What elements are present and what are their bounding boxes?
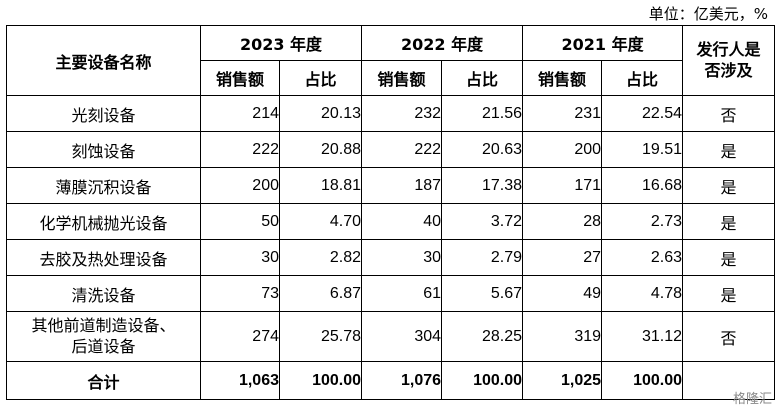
total-issuer-involved [682,361,776,400]
equipment-sales-table: 主要设备名称 2023 年度 2022 年度 2021 年度 发行人是否涉及 销… [6,25,776,400]
table-row: 光刻设备 214 20.13 232 21.56 231 22.54 否 [6,95,776,132]
table-row: 清洗设备 73 6.87 61 5.67 49 4.78 是 [6,275,776,312]
header-sales-2022: 销售额 [361,60,443,96]
issuer-involved: 否 [682,311,776,362]
header-share-2023: 占比 [278,60,363,96]
equipment-name: 光刻设备 [6,95,201,132]
header-share-2022: 占比 [441,60,524,96]
table-row: 化学机械抛光设备 50 4.70 40 3.72 28 2.73 是 [6,203,776,240]
total-row: 合计 1,063 100.00 1,076 100.00 1,025 100.0… [6,361,776,400]
equipment-name: 刻蚀设备 [6,131,201,168]
header-sales-2023: 销售额 [200,60,280,96]
share-2022: 2.79 [441,239,524,276]
share-2023: 4.70 [278,203,363,240]
issuer-involved: 是 [682,167,776,204]
sales-2021: 28 [522,203,603,240]
header-sales-2021: 销售额 [522,60,603,96]
header-share-2021: 占比 [601,60,684,96]
table-row: 薄膜沉积设备 200 18.81 187 17.38 171 16.68 是 [6,167,776,204]
sales-2021: 319 [522,311,603,362]
sales-2021: 27 [522,239,603,276]
equipment-name: 薄膜沉积设备 [6,167,201,204]
sales-2021: 200 [522,131,603,168]
sales-2022: 232 [361,95,443,132]
watermark-logo: 格隆汇 [732,392,772,407]
total-share-2021: 100.00 [601,361,684,400]
header-equipment-name: 主要设备名称 [6,25,201,96]
header-year-2021: 2021 年度 [522,25,684,61]
share-2022: 5.67 [441,275,524,312]
sales-2022: 30 [361,239,443,276]
header-year-2022: 2022 年度 [361,25,524,61]
share-2022: 17.38 [441,167,524,204]
header-issuer-involved: 发行人是否涉及 [682,25,776,96]
total-share-2023: 100.00 [278,361,363,400]
share-2023: 18.81 [278,167,363,204]
share-2023: 20.13 [278,95,363,132]
share-2023: 2.82 [278,239,363,276]
share-2021: 2.63 [601,239,684,276]
sales-2021: 231 [522,95,603,132]
sales-2023: 214 [200,95,280,132]
issuer-involved: 是 [682,275,776,312]
issuer-involved: 是 [682,203,776,240]
sales-2023: 222 [200,131,280,168]
total-label: 合计 [6,361,201,400]
share-2021: 16.68 [601,167,684,204]
share-2022: 28.25 [441,311,524,362]
equipment-name: 其他前道制造设备、后道设备 [6,311,201,362]
sales-2023: 73 [200,275,280,312]
equipment-name: 清洗设备 [6,275,201,312]
sales-2023: 50 [200,203,280,240]
sales-2021: 49 [522,275,603,312]
equipment-name: 去胶及热处理设备 [6,239,201,276]
sales-2022: 187 [361,167,443,204]
share-2021: 22.54 [601,95,684,132]
share-2021: 4.78 [601,275,684,312]
total-sales-2023: 1,063 [200,361,280,400]
total-sales-2021: 1,025 [522,361,603,400]
total-sales-2022: 1,076 [361,361,443,400]
equipment-name: 化学机械抛光设备 [6,203,201,240]
sales-2023: 30 [200,239,280,276]
table-row: 刻蚀设备 222 20.88 222 20.63 200 19.51 是 [6,131,776,168]
header-year-2023: 2023 年度 [199,25,363,61]
sales-2022: 304 [361,311,443,362]
issuer-involved: 是 [682,131,776,168]
sales-2023: 274 [200,311,280,362]
table-row: 其他前道制造设备、后道设备 274 25.78 304 28.25 319 31… [6,311,776,362]
share-2023: 25.78 [278,311,363,362]
sales-2021: 171 [522,167,603,204]
table-row: 去胶及热处理设备 30 2.82 30 2.79 27 2.63 是 [6,239,776,276]
sales-2022: 61 [361,275,443,312]
issuer-involved: 否 [682,95,776,132]
sales-2022: 222 [361,131,443,168]
share-2023: 20.88 [278,131,363,168]
share-2022: 21.56 [441,95,524,132]
sales-2023: 200 [200,167,280,204]
share-2022: 3.72 [441,203,524,240]
share-2021: 2.73 [601,203,684,240]
issuer-involved: 是 [682,239,776,276]
share-2023: 6.87 [278,275,363,312]
sales-2022: 40 [361,203,443,240]
share-2021: 31.12 [601,311,684,362]
total-share-2022: 100.00 [441,361,524,400]
share-2022: 20.63 [441,131,524,168]
share-2021: 19.51 [601,131,684,168]
unit-label: 单位：亿美元，% [648,5,768,23]
